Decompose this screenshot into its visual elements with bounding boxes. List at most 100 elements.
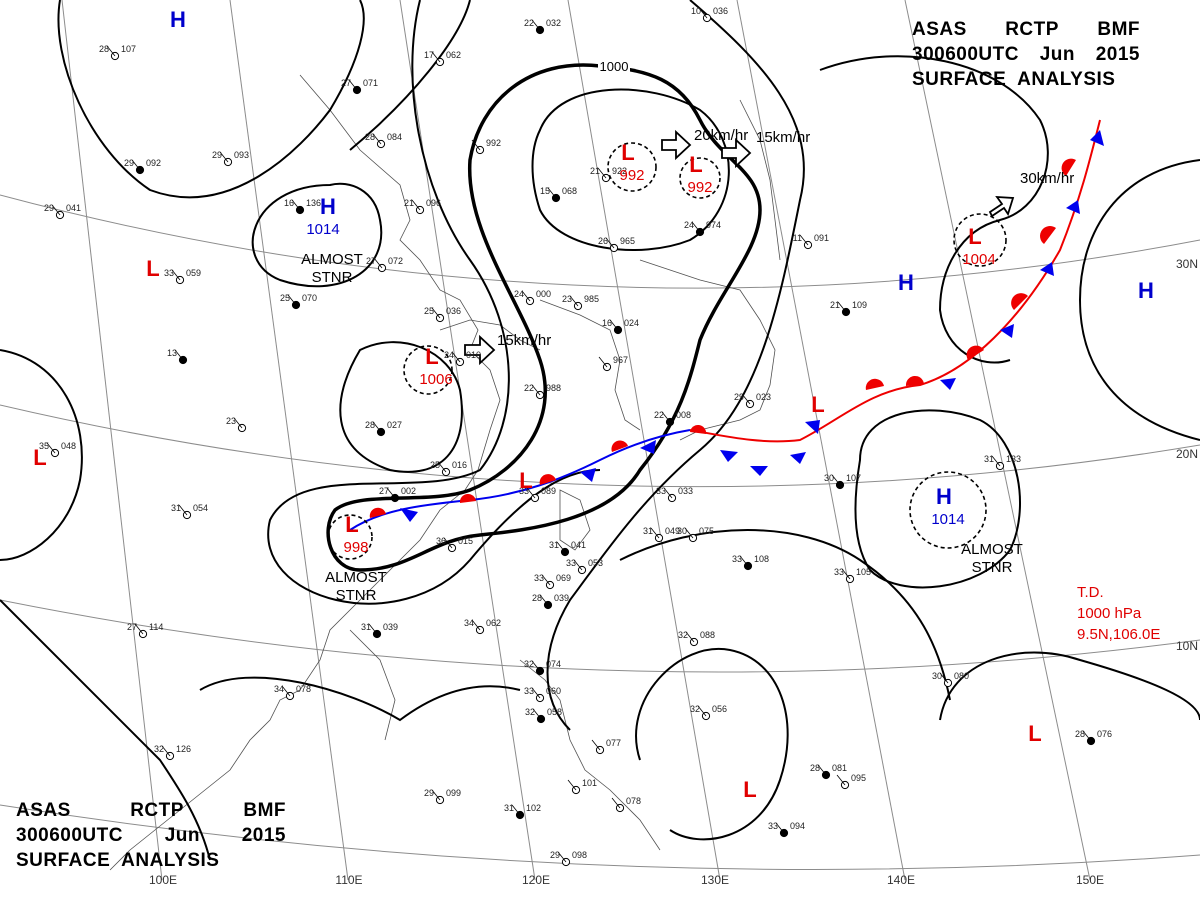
station-temp: 32: [154, 744, 164, 754]
wind-barb: [219, 151, 229, 163]
isobar-ridge-north: [57, 0, 365, 199]
station-pressure: 070: [302, 293, 317, 303]
center-value-l-992a: 992: [619, 167, 644, 184]
station-pressure: 094: [790, 821, 805, 831]
station-plot: 32 056: [690, 704, 727, 721]
station-pressure: 000: [536, 289, 551, 299]
station-plot: 27 002: [379, 486, 416, 503]
station-plot: 23 985: [562, 294, 599, 311]
wind-barb: [991, 455, 1001, 467]
station-temp: 34: [464, 618, 474, 628]
center-value-l-998: 998: [343, 539, 368, 556]
station-plot: 15 068: [540, 186, 577, 203]
station-pressure: 084: [387, 132, 402, 142]
isobar-high-1014-west: [251, 182, 383, 288]
td-position: 9.5N,106.0E: [1077, 626, 1161, 643]
station-pressure: 136: [306, 198, 321, 208]
isobar-indochina: [0, 599, 211, 861]
isobar-1002: [267, 0, 601, 605]
station-plot: 22 032: [524, 18, 561, 35]
wind-barb: [609, 319, 619, 331]
station-plot: 27 114: [127, 622, 163, 639]
station-temp: 33: [519, 486, 529, 496]
wind-barb: [411, 199, 421, 211]
station-temp: 29: [734, 392, 744, 402]
wind-barb: [799, 234, 809, 246]
center-value-l-1004: 1004: [962, 251, 995, 268]
cold-front-barb: [790, 452, 806, 464]
latitude-label: 30N: [1176, 257, 1198, 271]
center-note-h-1014-west: STNR: [312, 269, 353, 286]
wind-barb: [431, 307, 441, 319]
station-pressure: 039: [383, 622, 398, 632]
header-line-3: SURFACE ANALYSIS: [912, 67, 1140, 92]
circle-l-1004: [953, 213, 1007, 267]
station-temp: 24: [684, 220, 694, 230]
isobar-northwest: [349, 0, 471, 151]
wind-barb: [650, 527, 660, 539]
station-temp: 23: [562, 294, 572, 304]
wind-barb: [591, 739, 601, 751]
parallel-30n: [0, 194, 1200, 289]
station-pressure: 059: [186, 268, 201, 278]
tropical-depression-note: T.D. 1000 hPa 9.5N,106.0E: [1077, 582, 1160, 645]
wind-barb: [817, 764, 827, 776]
station-pressure: 099: [446, 788, 461, 798]
station-pressure: 016: [452, 460, 467, 470]
longitude-label: 140E: [887, 873, 915, 887]
cold-front-barb: [940, 378, 956, 390]
station-plot: 21 922: [590, 166, 627, 183]
circle-l-992b: [679, 157, 721, 199]
isobar-east-trough: [546, 0, 805, 731]
station-plot: 33 094: [768, 821, 805, 838]
station-plot: 11 091: [793, 233, 829, 250]
parallel-10n: [0, 599, 1200, 673]
station-pressure: 095: [851, 773, 866, 783]
isobars: [0, 0, 1200, 861]
wind-barb: [698, 7, 708, 19]
cold-front-barb: [720, 450, 738, 462]
header-code: BMF: [1097, 19, 1140, 40]
station-temp: 25: [424, 306, 434, 316]
wind-barb: [531, 687, 541, 699]
wind-barb: [597, 167, 607, 179]
station-temp: 28: [365, 132, 375, 142]
warm-front-barb: [690, 424, 707, 434]
wind-barb: [691, 221, 701, 233]
warm-front-barb: [966, 345, 984, 360]
center-l-far-west: L: [33, 445, 46, 470]
wind-barb: [739, 555, 749, 567]
td-label: T.D.: [1077, 584, 1104, 601]
station-temp: 10: [691, 6, 701, 16]
station-pressure: 078: [296, 684, 311, 694]
wind-barb: [539, 594, 549, 606]
wind-barb: [685, 631, 695, 643]
center-h-1014-east: H: [936, 484, 952, 509]
isobar-pacific-north: [819, 55, 1049, 364]
circle-h-1014-east: [909, 471, 987, 549]
station-temp: 28: [1075, 729, 1085, 739]
station-temp: 17: [424, 50, 434, 60]
header-station: RCTP: [130, 800, 184, 821]
wind-barb: [174, 349, 184, 361]
latitude-label: 10N: [1176, 639, 1198, 653]
station-plot: 28 039: [532, 593, 569, 610]
station-plot: 33 059: [164, 268, 201, 285]
station-pressure: 988: [546, 383, 561, 393]
longitude-label: 150E: [1076, 873, 1104, 887]
station-plot: 31 049: [643, 526, 680, 543]
station-temp: 22: [524, 18, 534, 28]
station-pressure: 056: [712, 704, 727, 714]
station-pressure: 967: [613, 355, 628, 365]
station-pressure: 098: [572, 850, 587, 860]
station-temp: 33: [164, 268, 174, 278]
station-pressure: 091: [814, 233, 829, 243]
meridian-110e: [229, 0, 349, 881]
warm-front-barb: [369, 507, 386, 518]
station-pressure: 027: [387, 420, 402, 430]
station-temp: 31: [549, 540, 559, 550]
station-pressure: 974: [706, 220, 721, 230]
station-pressure: 088: [700, 630, 715, 640]
station-plot: 16 136: [284, 198, 321, 215]
